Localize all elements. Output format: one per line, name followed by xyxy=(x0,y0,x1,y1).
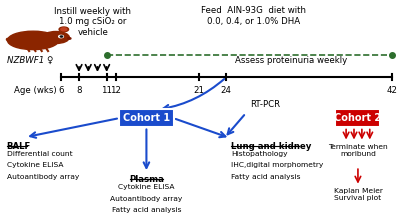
Text: 21: 21 xyxy=(193,86,204,95)
Circle shape xyxy=(60,36,63,37)
Ellipse shape xyxy=(8,31,59,50)
Text: Cytokine ELISA: Cytokine ELISA xyxy=(7,162,63,168)
Text: Feed  AIN-93G  diet with
0.0, 0.4, or 1.0% DHA: Feed AIN-93G diet with 0.0, 0.4, or 1.0%… xyxy=(201,6,306,26)
Text: IHC,digital morphometry: IHC,digital morphometry xyxy=(231,162,324,168)
Text: Fatty acid analysis: Fatty acid analysis xyxy=(231,174,301,180)
Text: 8: 8 xyxy=(76,86,82,95)
Text: Autoantibody array: Autoantibody array xyxy=(110,196,183,202)
Text: Autoantibody array: Autoantibody array xyxy=(7,174,79,180)
Text: Cohort 2: Cohort 2 xyxy=(334,113,382,123)
Text: Lung and kidney: Lung and kidney xyxy=(231,142,312,151)
Text: Assess proteinuria weekly: Assess proteinuria weekly xyxy=(234,56,347,65)
Text: Differential count: Differential count xyxy=(7,151,72,157)
Text: 24: 24 xyxy=(221,86,232,95)
Text: Cohort 1: Cohort 1 xyxy=(123,113,170,123)
Text: Instill weekly with
1.0 mg cSiO₂ or
vehicle: Instill weekly with 1.0 mg cSiO₂ or vehi… xyxy=(54,7,131,36)
Ellipse shape xyxy=(42,32,69,43)
Circle shape xyxy=(59,35,64,38)
Text: 12: 12 xyxy=(110,86,121,95)
Text: NZBWF1 ♀: NZBWF1 ♀ xyxy=(7,56,54,65)
Text: Plasma: Plasma xyxy=(129,175,164,184)
Text: Age (wks): Age (wks) xyxy=(14,86,57,95)
FancyBboxPatch shape xyxy=(119,109,174,127)
Circle shape xyxy=(68,38,71,39)
Text: 42: 42 xyxy=(386,86,397,95)
Text: Cytokine ELISA: Cytokine ELISA xyxy=(118,184,175,190)
Text: Terminate when
moribund: Terminate when moribund xyxy=(328,144,388,157)
Text: Fatty acid analysis: Fatty acid analysis xyxy=(112,207,181,213)
Text: RT-PCR: RT-PCR xyxy=(250,100,280,109)
Ellipse shape xyxy=(59,27,68,32)
FancyBboxPatch shape xyxy=(336,109,380,127)
Text: BALF: BALF xyxy=(7,142,31,151)
Text: Histopathology: Histopathology xyxy=(231,151,288,157)
Text: 6: 6 xyxy=(58,86,64,95)
Text: 11: 11 xyxy=(101,86,112,95)
Text: Kaplan Meier
Survival plot: Kaplan Meier Survival plot xyxy=(334,188,382,201)
Ellipse shape xyxy=(61,28,67,31)
